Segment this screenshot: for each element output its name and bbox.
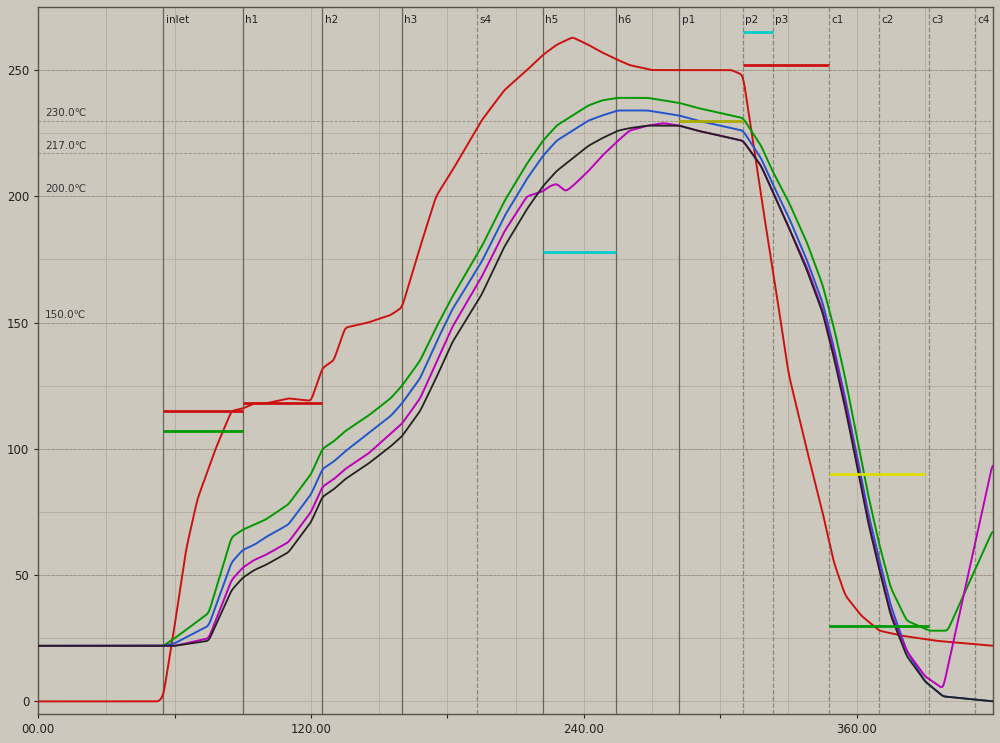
Text: p2: p2 [745,15,759,25]
Text: 230.0℃: 230.0℃ [45,108,86,118]
Text: 200.0℃: 200.0℃ [45,184,86,194]
Text: 217.0℃: 217.0℃ [45,141,86,151]
Text: h2: h2 [325,15,338,25]
Text: h5: h5 [545,15,558,25]
Text: inlet: inlet [166,15,189,25]
Text: c4: c4 [977,15,990,25]
Text: p3: p3 [775,15,788,25]
Text: c2: c2 [882,15,894,25]
Text: p1: p1 [682,15,695,25]
Text: c3: c3 [932,15,944,25]
Text: h1: h1 [245,15,258,25]
Text: c1: c1 [832,15,844,25]
Text: 150.0℃: 150.0℃ [45,310,86,320]
Text: h3: h3 [404,15,417,25]
Text: s4: s4 [479,15,491,25]
Text: h6: h6 [618,15,631,25]
